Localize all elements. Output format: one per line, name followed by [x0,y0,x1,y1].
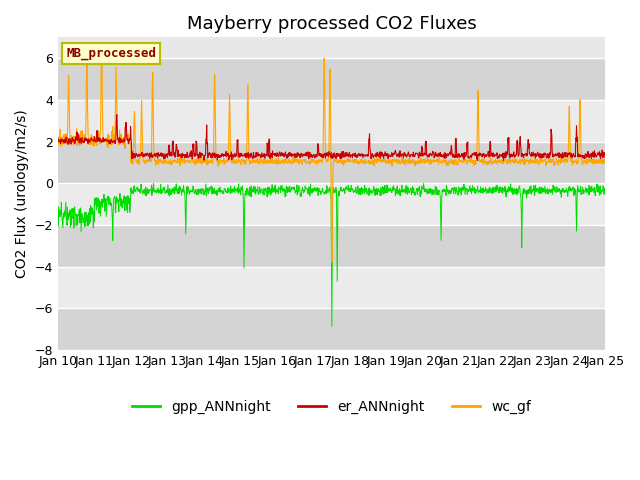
Bar [58,308,605,350]
Title: Mayberry processed CO2 Fluxes: Mayberry processed CO2 Fluxes [187,15,477,33]
Y-axis label: CO2 Flux (urology/m2/s): CO2 Flux (urology/m2/s) [15,109,29,278]
Bar [58,58,605,100]
Bar [58,183,605,225]
Legend: gpp_ANNnight, er_ANNnight, wc_gf: gpp_ANNnight, er_ANNnight, wc_gf [127,395,537,420]
Bar [58,142,605,183]
Bar [58,225,605,267]
Bar [58,267,605,308]
Bar [58,100,605,142]
Text: MB_processed: MB_processed [66,47,156,60]
